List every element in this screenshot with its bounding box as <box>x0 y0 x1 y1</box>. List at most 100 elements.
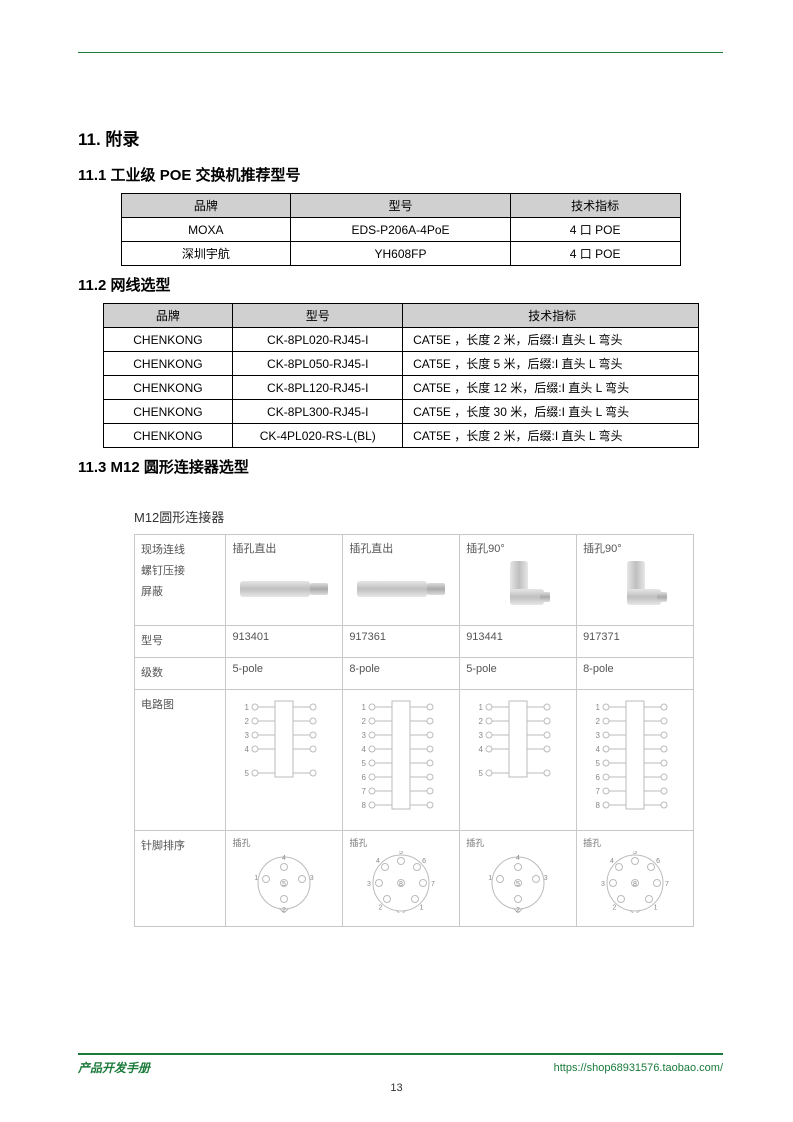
svg-text:8: 8 <box>596 801 601 810</box>
page-number: 13 <box>0 1082 793 1094</box>
m12-poles: 5-pole <box>460 657 577 689</box>
m12-pinout: 插孔 4 3 5 1 2 <box>226 830 343 926</box>
m12-model: 913401 <box>226 626 343 658</box>
poe-switch-table: 品牌型号技术指标 MOXAEDS-P206A-4PoE4 口 POE深圳宇航YH… <box>121 193 681 266</box>
circuit-diagram: 12345 <box>466 695 570 793</box>
svg-text:7: 7 <box>362 787 367 796</box>
svg-text:4: 4 <box>610 858 614 865</box>
svg-text:3: 3 <box>544 875 548 882</box>
connector-icon <box>349 558 453 620</box>
svg-text:1: 1 <box>596 703 601 712</box>
circuit-diagram: 12345 <box>232 695 336 793</box>
m12-title: M12圆形连接器 <box>134 507 723 526</box>
svg-text:8: 8 <box>399 881 403 888</box>
m12-poles: 8-pole <box>577 657 694 689</box>
connector-icon <box>583 558 687 620</box>
heading-11: 11. 附录 <box>78 125 723 150</box>
svg-text:6: 6 <box>422 858 426 865</box>
svg-text:7: 7 <box>431 881 435 888</box>
svg-text:5: 5 <box>362 759 367 768</box>
m12-pinout: 插孔54638721 <box>577 830 694 926</box>
pinout-sublabel: 插孔 <box>232 836 250 849</box>
table-row: CHENKONGCK-4PL020-RS-L(BL)CAT5E ，长度 2 米，… <box>103 424 698 448</box>
svg-text:3: 3 <box>362 731 367 740</box>
table-row: CHENKONGCK-8PL050-RJ45-ICAT5E ，长度 5 米，后缀… <box>103 352 698 376</box>
top-rule <box>78 52 723 53</box>
svg-text:1: 1 <box>488 875 492 882</box>
m12-col-head: 插孔直出 <box>349 540 453 556</box>
m12-model: 913441 <box>460 626 577 658</box>
svg-text:2: 2 <box>379 904 383 911</box>
m12-col-head: 插孔90° <box>583 540 687 556</box>
m12-col-head: 插孔直出 <box>232 540 336 556</box>
svg-text:3: 3 <box>479 731 484 740</box>
footer-title: 产品开发手册 <box>78 1059 150 1076</box>
svg-text:1: 1 <box>654 904 658 911</box>
svg-text:4: 4 <box>596 745 601 754</box>
svg-text:4: 4 <box>479 745 484 754</box>
circuit-diagram: 12345678 <box>583 695 687 825</box>
svg-text:1: 1 <box>479 703 484 712</box>
heading-11-2: 11.2 网线选型 <box>78 274 723 295</box>
svg-text:4: 4 <box>245 745 250 754</box>
svg-text:8: 8 <box>362 801 367 810</box>
svg-text:1: 1 <box>420 904 424 911</box>
table-row: MOXAEDS-P206A-4PoE4 口 POE <box>121 218 680 242</box>
svg-text:1: 1 <box>362 703 367 712</box>
pinout-sublabel: 插孔 <box>349 836 367 849</box>
m12-circuit: 12345678 <box>577 689 694 830</box>
svg-text:1: 1 <box>245 703 250 712</box>
m12-cell: 插孔90° <box>577 535 694 626</box>
svg-text:2: 2 <box>245 717 250 726</box>
svg-text:5: 5 <box>399 851 403 856</box>
svg-text:7: 7 <box>596 787 601 796</box>
svg-text:6: 6 <box>362 773 367 782</box>
m12-pinout: 插孔54638721 <box>343 830 460 926</box>
m12-col-head: 插孔90° <box>466 540 570 556</box>
table-row: CHENKONGCK-8PL020-RJ45-ICAT5E ，长度 2 米，后缀… <box>103 328 698 352</box>
m12-poles: 5-pole <box>226 657 343 689</box>
svg-text:2: 2 <box>612 904 616 911</box>
svg-text:2: 2 <box>282 907 286 913</box>
svg-text:4: 4 <box>516 855 520 862</box>
svg-text:1: 1 <box>255 875 259 882</box>
heading-11-1: 11.1 工业级 POE 交换机推荐型号 <box>78 164 723 185</box>
connector-icon <box>232 558 336 620</box>
svg-text:3: 3 <box>310 875 314 882</box>
svg-text:5: 5 <box>596 759 601 768</box>
page-footer: 产品开发手册 https://shop68931576.taobao.com/ <box>78 1053 723 1076</box>
m12-row-label: 型号 <box>135 626 226 658</box>
table-header: 型号 <box>291 194 511 218</box>
m12-table: 现场连线螺钉压接屏蔽插孔直出插孔直出插孔90°插孔90°型号9134019173… <box>134 534 694 927</box>
svg-text:6: 6 <box>596 773 601 782</box>
m12-model: 917361 <box>343 626 460 658</box>
m12-cell: 插孔90° <box>460 535 577 626</box>
m12-row-label: 针脚排序 <box>135 830 226 926</box>
m12-cell: 插孔直出 <box>226 535 343 626</box>
svg-text:5: 5 <box>282 881 286 888</box>
m12-row-label: 现场连线螺钉压接屏蔽 <box>135 535 226 626</box>
svg-text:2: 2 <box>362 717 367 726</box>
table-header: 技术指标 <box>510 194 680 218</box>
svg-text:4: 4 <box>362 745 367 754</box>
m12-circuit: 12345 <box>460 689 577 830</box>
table-header: 技术指标 <box>403 304 698 328</box>
svg-text:2: 2 <box>516 907 520 913</box>
svg-text:4: 4 <box>282 855 286 862</box>
cable-table: 品牌型号技术指标 CHENKONGCK-8PL020-RJ45-ICAT5E ，… <box>103 303 699 448</box>
table-row: CHENKONGCK-8PL300-RJ45-ICAT5E ，长度 30 米，后… <box>103 400 698 424</box>
svg-text:5: 5 <box>245 769 250 778</box>
svg-text:3: 3 <box>601 881 605 888</box>
svg-text:3: 3 <box>596 731 601 740</box>
circuit-diagram: 1 2 3 4 5 6 7 8 <box>349 695 453 825</box>
svg-text:5: 5 <box>516 881 520 888</box>
pinout-sublabel: 插孔 <box>583 836 601 849</box>
m12-row-label: 电路图 <box>135 689 226 830</box>
svg-text:5: 5 <box>479 769 484 778</box>
footer-link[interactable]: https://shop68931576.taobao.com/ <box>554 1062 723 1074</box>
m12-cell: 插孔直出 <box>343 535 460 626</box>
svg-text:4: 4 <box>376 858 380 865</box>
connector-icon <box>466 558 570 620</box>
m12-poles: 8-pole <box>343 657 460 689</box>
svg-text:6: 6 <box>656 858 660 865</box>
